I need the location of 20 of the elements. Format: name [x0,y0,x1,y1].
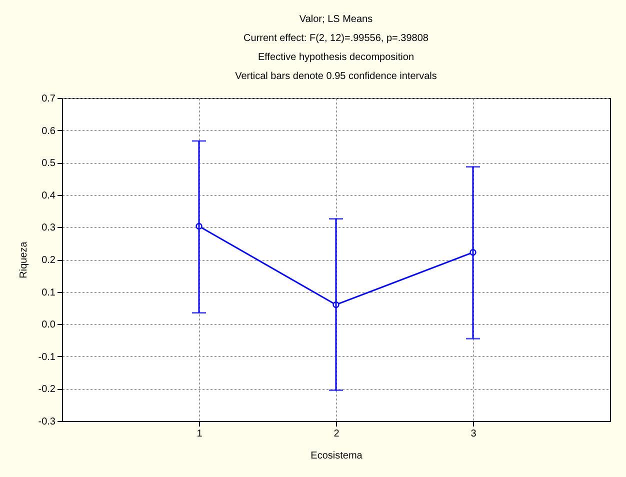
y-tick-label: 0.7 [42,94,56,104]
x-tick-label: 1 [196,428,203,440]
chart-subtitle: Current effect: F(2, 12)=.99556, p=.39808 [244,33,429,44]
x-axis-title: Ecosistema [310,450,363,462]
y-tick-label: 0.4 [42,190,56,202]
chart-title: Valor; LS Means [299,14,373,25]
y-tick-label: 0.2 [42,255,56,266]
y-tick-label: 0.1 [42,287,56,298]
y-tick-label: 0.5 [42,158,56,170]
x-tick-label: 3 [470,428,477,440]
y-tick-label: 0.0 [42,320,56,331]
y-tick-label: -0.2 [38,384,56,396]
text: Vertical bars denote 0.95 confidence intervals [235,71,437,82]
y-tick-label: 0.6 [42,126,56,137]
text: Effective hypothesis decomposition [258,52,414,63]
y-tick-label: -0.1 [38,352,56,363]
y-tick-label: 0.3 [42,222,56,234]
x-tick-label: 2 [334,428,340,440]
y-tick-label: -0.3 [38,416,56,428]
y-axis-title: Riqueza [18,241,30,278]
